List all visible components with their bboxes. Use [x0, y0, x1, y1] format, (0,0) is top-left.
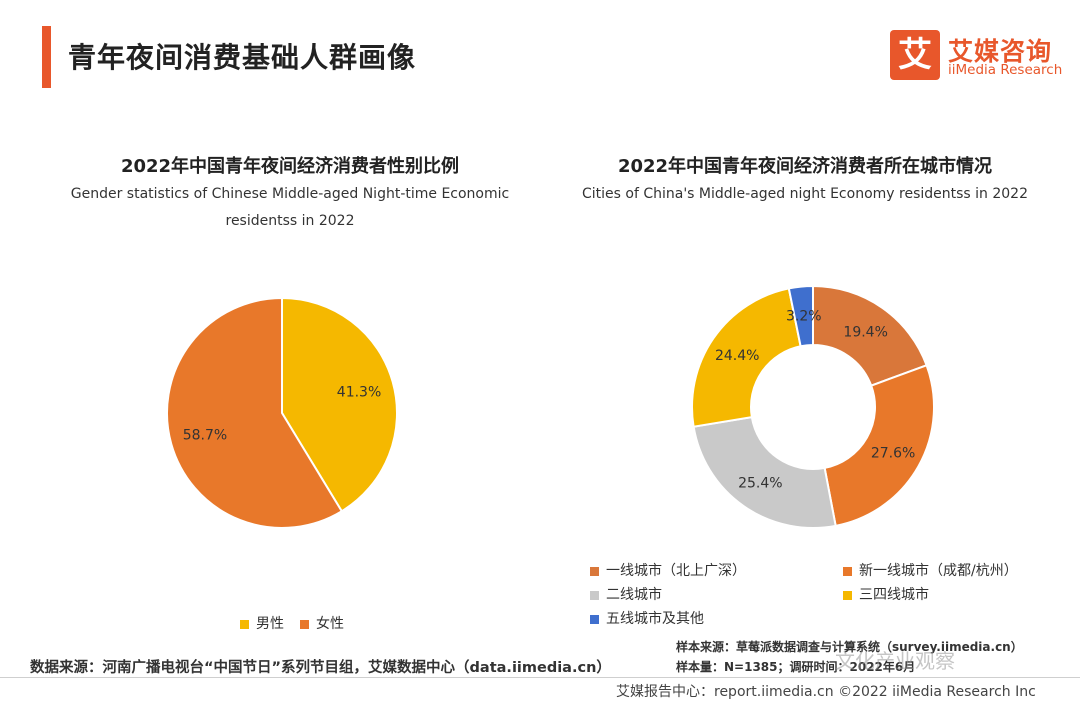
- gender-pie-data-label-1: 58.7%: [183, 428, 227, 444]
- legend-label-tier1: 一线城市（北上广深）: [606, 563, 746, 579]
- sample-source-note: 样本来源：草莓派数据调查与计算系统（survey.iimedia.cn）: [676, 640, 1023, 654]
- legend-swatch-tier5: [590, 614, 599, 624]
- data-source: 数据来源：河南广播电视台“中国节日”系列节目组，艾媒数据中心（data.iime…: [30, 660, 611, 676]
- gender-pie-data-label-0: 41.3%: [337, 384, 381, 400]
- footer-divider: [0, 677, 1080, 678]
- city-donut-data-label-2: 25.4%: [738, 475, 782, 491]
- legend-swatch-female: [300, 619, 309, 629]
- footer-text: 艾媒报告中心：report.iimedia.cn ©2022 iiMedia R…: [616, 684, 1036, 700]
- legend-item-new-tier1: 新一线城市（成都/杭州）: [843, 560, 1018, 580]
- city-donut-data-label-0: 19.4%: [843, 325, 887, 341]
- city-donut-slice-1: [823, 364, 935, 528]
- legend-label-tier5: 五线城市及其他: [606, 611, 704, 627]
- city-donut-slice-2: [692, 415, 837, 529]
- legend-item-female: 女性: [300, 613, 344, 633]
- gender-chart-title: 2022年中国青年夜间经济消费者性别比例: [120, 156, 460, 177]
- legend-item-tier3-4: 三四线城市: [843, 584, 929, 604]
- city-donut-slice-3: [691, 287, 802, 428]
- legend-swatch-new-tier1: [843, 566, 852, 576]
- title-accent-bar: [42, 26, 51, 88]
- gender-chart-subtitle-line2: residentss in 2022: [225, 213, 355, 229]
- city-chart-title: 2022年中国青年夜间经济消费者所在城市情况: [617, 156, 993, 177]
- logo-text-en: iiMedia Research: [948, 62, 1063, 78]
- legend-swatch-tier1: [590, 566, 599, 576]
- gender-pie-slice-0: [281, 296, 398, 513]
- city-chart-subtitle: Cities of China's Middle-aged night Econ…: [581, 186, 1028, 202]
- city-donut-data-label-4: 3.2%: [786, 308, 822, 324]
- legend-item-tier1: 一线城市（北上广深）: [590, 560, 746, 580]
- legend-label-new-tier1: 新一线城市（成都/杭州）: [859, 563, 1018, 579]
- iimedia-logo: 艾 艾媒咨询 iiMedia Research: [890, 30, 1070, 82]
- legend-label-tier3-4: 三四线城市: [859, 587, 929, 603]
- city-donut-slice-4: [787, 284, 814, 348]
- legend-item-tier5: 五线城市及其他: [590, 608, 704, 628]
- legend-label-tier2: 二线城市: [606, 587, 662, 603]
- gender-chart-subtitle-line1: Gender statistics of Chinese Middle-aged…: [70, 186, 510, 202]
- legend-swatch-tier2: [590, 590, 599, 600]
- gender-chart-subtitle: Gender statistics of Chinese Middle-aged…: [60, 181, 520, 235]
- watermark: 文化产业观察: [835, 649, 955, 673]
- city-donut-data-label-3: 24.4%: [715, 348, 759, 364]
- sample-size-note: 样本量：N=1385；调研时间：2022年6月: [676, 660, 916, 674]
- legend-swatch-male: [240, 619, 249, 629]
- legend-label-female: 女性: [316, 616, 344, 632]
- legend-item-tier2: 二线城市: [590, 584, 662, 604]
- legend-swatch-tier3-4: [843, 590, 852, 600]
- city-donut-data-label-1: 27.6%: [871, 445, 915, 461]
- legend-label-male: 男性: [256, 616, 284, 632]
- page-title: 青年夜间消费基础人群画像: [68, 41, 417, 74]
- logo-mark: 艾: [890, 30, 940, 80]
- logo-text-cn: 艾媒咨询: [948, 37, 1053, 66]
- city-donut-slice-0: [812, 284, 928, 387]
- gender-pie-slice-1: [166, 296, 344, 529]
- legend-item-male: 男性: [240, 613, 284, 633]
